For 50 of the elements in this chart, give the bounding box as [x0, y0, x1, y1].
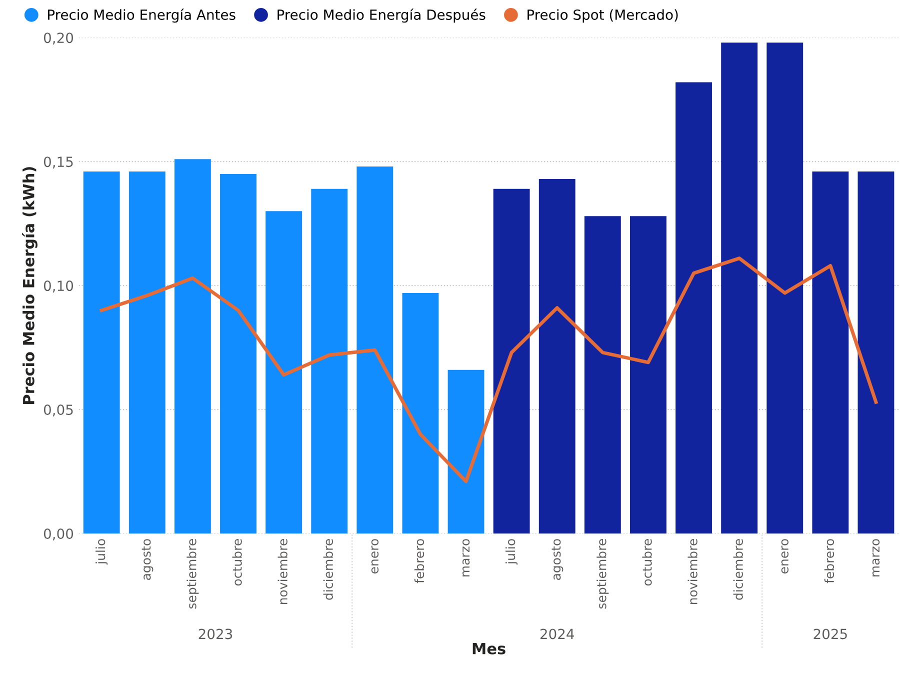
x-tick-label: noviembre — [688, 539, 698, 604]
x-tick-label: noviembre — [278, 539, 288, 604]
y-tick-label: 0,00 — [44, 528, 74, 540]
bar — [356, 166, 394, 534]
x-tick-label: febrero — [414, 539, 424, 584]
bar — [766, 42, 804, 534]
bar — [402, 293, 439, 534]
bar — [493, 188, 530, 534]
x-tick-label: enero — [781, 539, 788, 574]
line-series — [100, 256, 878, 484]
x-tick-label: octubre — [232, 539, 242, 586]
x-tick-label: diciembre — [323, 539, 333, 600]
x-tick-label: agosto — [552, 539, 564, 580]
bar — [311, 188, 348, 534]
bar — [174, 159, 211, 534]
legend-label: Precio Medio Energía Después — [278, 8, 486, 23]
bar — [83, 172, 120, 534]
bar — [448, 370, 484, 534]
bar — [721, 42, 758, 534]
x-tick-label: enero — [371, 539, 379, 574]
legend-label: Precio Medio Energía Antes — [48, 8, 236, 23]
bar — [676, 82, 712, 534]
y-tick-label: 0,10 — [44, 280, 74, 292]
x-tick-label: marzo — [872, 539, 880, 576]
x-tick-label: marzo — [462, 539, 470, 576]
text: 2025 — [814, 628, 847, 640]
x-tick-label: julio — [506, 539, 518, 565]
bar — [630, 216, 666, 534]
x-axis-title: Mes — [472, 643, 506, 654]
bar — [858, 172, 894, 534]
x-tick-label: octubre — [642, 539, 652, 586]
x-tick-label: septiembre — [186, 539, 199, 609]
bar — [538, 178, 576, 534]
text: 2024 — [540, 628, 574, 640]
bar — [128, 172, 166, 534]
bar — [266, 211, 302, 534]
x-tick-label: julio — [96, 539, 108, 565]
text: 2023 — [198, 628, 232, 640]
x-tick-label: febrero — [824, 539, 834, 584]
legend-label: Precio Spot (Mercado) — [528, 9, 678, 23]
y-tick-label: 0,05 — [44, 404, 73, 416]
y-tick-label: 0,15 — [44, 156, 73, 168]
x-tick-label: septiembre — [596, 539, 609, 609]
bar — [812, 172, 849, 534]
bar — [584, 216, 621, 534]
x-tick-label: agosto — [142, 539, 154, 580]
y-axis-title: Precio Medio Energía (kWh) — [22, 167, 38, 404]
bar — [220, 174, 256, 534]
x-tick-label: diciembre — [733, 539, 743, 600]
y-tick-label: 0,20 — [44, 32, 74, 45]
